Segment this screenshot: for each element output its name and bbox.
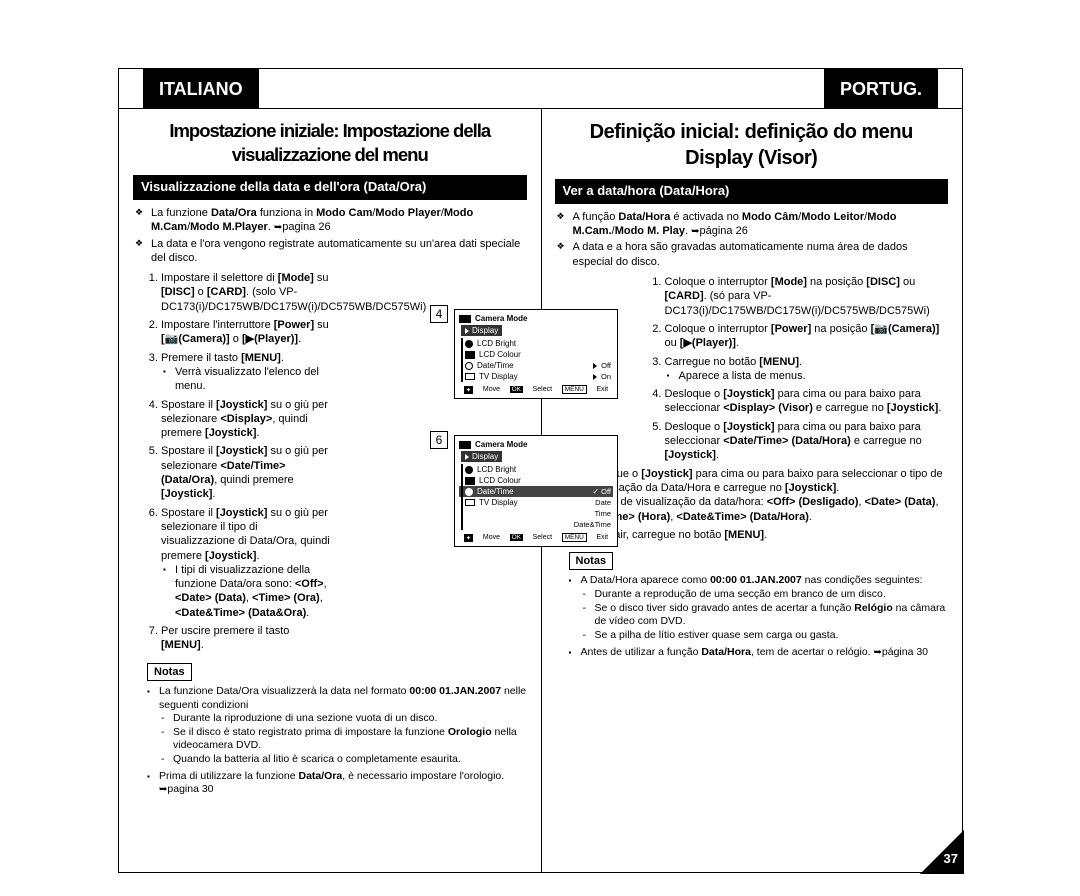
- substep: Tipo de visualização da data/hora: <Off>…: [597, 495, 949, 524]
- ok-key-icon: OK: [510, 386, 523, 393]
- page-number: 37: [944, 851, 958, 866]
- manual-page: ITALIANO PORTUG. Impostazione iniziale: …: [118, 68, 963, 873]
- tv-icon: [465, 373, 475, 380]
- header: ITALIANO PORTUG.: [119, 69, 962, 109]
- camera-icon: [459, 441, 471, 449]
- lang-tab-italian: ITALIANO: [143, 69, 259, 109]
- lcd-4: 4 Camera Mode Display LCD Bright LCD Col…: [454, 309, 634, 399]
- lcd-number-6: 6: [430, 431, 448, 449]
- lcd-row-highlighted: Date/TimeOff: [459, 486, 613, 497]
- lcd-number-4: 4: [430, 305, 448, 323]
- camera-icon: [459, 315, 471, 323]
- note: Prima di utilizzare la funzione Data/Ora…: [159, 770, 527, 797]
- lcd-screen: Camera Mode Display LCD Bright LCD Colou…: [454, 309, 618, 399]
- lcd-row: Date/TimeOff: [459, 360, 613, 371]
- lcd-row: LCD Colour: [459, 475, 613, 486]
- note: Antes de utilizar a função Data/Hora, te…: [581, 646, 949, 660]
- bullet: A data e a hora são gravadas automaticam…: [573, 240, 949, 269]
- ok-key-icon: OK: [510, 534, 523, 541]
- step: Impostare l'interruttore [Power] su [📷(C…: [161, 318, 333, 347]
- note-dash: Se il disco è stato registrato prima di …: [173, 726, 527, 753]
- lcd-mode-label: Camera Mode: [475, 440, 527, 449]
- bullet: La data e l'ora vengono registrate autom…: [151, 237, 527, 266]
- step: Para sair, carregue no botão [MENU].: [583, 528, 949, 542]
- step: Carregue no botão [MENU]. Aparece a list…: [665, 355, 949, 384]
- title-it: Impostazione iniziale: Impostazione dell…: [133, 119, 527, 167]
- step: Impostare il selettore di [Mode] su [DIS…: [161, 271, 333, 314]
- step: Desloque o [Joystick] para cima ou para …: [665, 420, 949, 463]
- step: Desloque o [Joystick] para cima ou para …: [665, 387, 949, 416]
- lcd-row: TV DisplayOn: [459, 371, 613, 382]
- columns: Impostazione iniziale: Impostazione dell…: [119, 109, 962, 872]
- section-it: Visualizzazione della data e dell'ora (D…: [133, 175, 527, 200]
- step: Premere il tasto [MENU]. Verrà visualizz…: [161, 351, 333, 394]
- move-key-icon: ✦: [464, 534, 473, 542]
- triangle-icon: [593, 363, 597, 369]
- step: Spostare il [Joystick] su o giù per sele…: [161, 398, 333, 441]
- note: La funzione Data/Ora visualizzerà la dat…: [159, 685, 527, 767]
- brightness-icon: [465, 340, 473, 348]
- step: Coloque o interruptor [Mode] na posição …: [665, 275, 949, 318]
- substep: Aparece a lista de menus.: [679, 369, 949, 383]
- step: Desloque o [Joystick] para cima ou para …: [583, 467, 949, 524]
- arrow-icon: [274, 221, 282, 233]
- lcd-footer: ✦MoveOKSelectMENUExit: [459, 533, 613, 542]
- substep: Verrà visualizzato l'elenco del menu.: [175, 365, 333, 394]
- bullet: La funzione Data/Ora funziona in Modo Ca…: [151, 206, 527, 235]
- step: Spostare il [Joystick] su o giù per sele…: [161, 506, 333, 620]
- arrow-icon: [874, 646, 882, 658]
- bullet: A função Data/Hora é activada no Modo Câ…: [573, 210, 949, 239]
- note-dash: Se a pilha de lítio estiver quase sem ca…: [595, 629, 949, 643]
- lcd-row: LCD Bright: [459, 464, 613, 475]
- lcd-row: TV DisplayDate: [459, 497, 613, 508]
- lcd-row: LCD Colour: [459, 349, 613, 360]
- note: A Data/Hora aparece como 00:00 01.JAN.20…: [581, 574, 949, 642]
- lcd-selected-display: Display: [461, 451, 502, 462]
- lcd-selected-display: Display: [461, 325, 502, 336]
- triangle-icon: [465, 454, 469, 460]
- color-icon: [465, 477, 475, 485]
- triangle-icon: [465, 328, 469, 334]
- step: Coloque o interruptor [Power] na posição…: [665, 322, 949, 351]
- intro-bullets-it: La funzione Data/Ora funziona in Modo Ca…: [133, 206, 527, 265]
- lcd-footer: ✦MoveOKSelectMENUExit: [459, 385, 613, 394]
- intro-bullets-pt: A função Data/Hora é activada no Modo Câ…: [555, 210, 949, 269]
- step: Per uscire premere il tasto [MENU].: [161, 624, 333, 653]
- notas-label-it: Notas: [147, 663, 192, 681]
- lcd-screenshots: 4 Camera Mode Display LCD Bright LCD Col…: [454, 309, 634, 583]
- note-dash: Durante a reprodução de uma secção em br…: [595, 588, 949, 602]
- substep: I tipi di visualizzazione della funzione…: [175, 563, 333, 620]
- clock-icon: [465, 488, 473, 496]
- lcd-screen: Camera Mode Display LCD Bright LCD Colou…: [454, 435, 618, 547]
- steps-it: Impostare il selettore di [Mode] su [DIS…: [133, 271, 433, 652]
- clock-icon: [465, 362, 473, 370]
- note-dash: Se o disco tiver sido gravado antes de a…: [595, 602, 949, 629]
- check-icon: Off: [592, 487, 611, 496]
- brightness-icon: [465, 466, 473, 474]
- lcd-row: Date&Time: [459, 519, 613, 530]
- title-pt: Definição inicial: definição do menu Dis…: [555, 119, 949, 171]
- section-pt: Ver a data/hora (Data/Hora): [555, 179, 949, 204]
- lcd-row: Time: [459, 508, 613, 519]
- menu-key-icon: MENU: [562, 385, 587, 394]
- notes-pt: A Data/Hora aparece como 00:00 01.JAN.20…: [555, 574, 949, 659]
- note-dash: Durante la riproduzione di una sezione v…: [173, 712, 527, 726]
- lcd-mode-label: Camera Mode: [475, 314, 527, 323]
- lcd-6: 6 Camera Mode Display LCD Bright LCD Col…: [454, 435, 634, 547]
- lcd-row: LCD Bright: [459, 338, 613, 349]
- menu-key-icon: MENU: [562, 533, 587, 542]
- tv-icon: [465, 499, 475, 506]
- triangle-icon: [593, 374, 597, 380]
- move-key-icon: ✦: [464, 386, 473, 394]
- lang-tab-portuguese: PORTUG.: [824, 69, 938, 109]
- step: Spostare il [Joystick] su o giù per sele…: [161, 444, 333, 501]
- note-dash: Quando la batteria al litio è scarica o …: [173, 753, 527, 767]
- notes-it: La funzione Data/Ora visualizzerà la dat…: [133, 685, 527, 797]
- color-icon: [465, 351, 475, 359]
